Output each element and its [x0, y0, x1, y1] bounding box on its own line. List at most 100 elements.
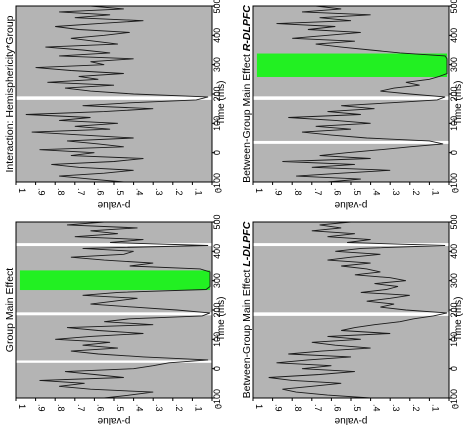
p-tick-label: 1	[254, 404, 264, 409]
p-tick-label: .9	[37, 188, 47, 196]
p-tick-label: .1	[193, 404, 203, 412]
p-tick-label: .9	[37, 404, 47, 412]
p-tick-label: .2	[174, 404, 184, 412]
time-tick-label: -100	[449, 173, 459, 191]
panel-title-text: Between-Group Main Effect	[241, 51, 253, 183]
time-tick-label: 500	[449, 214, 459, 229]
p-tick-label: .7	[76, 188, 86, 196]
p-tick-label: .8	[293, 404, 303, 412]
p-tick-label: 0	[450, 188, 460, 193]
time-tick-label: 0	[449, 150, 459, 155]
panel-title: Between-Group Main Effect L-DLPFC	[241, 221, 253, 398]
panel-title: Between-Group Main Effect R-DLPFC	[241, 5, 253, 183]
time-tick-label: 300	[449, 273, 459, 288]
plot-area	[16, 222, 212, 398]
panel-title-region: L-DLPFC	[241, 221, 253, 266]
panel-between-group-r-dlpfc: 1.9.8.7.6.5.4.3.2.1 0p-value-100010020030…	[241, 0, 464, 210]
low-p-band	[253, 243, 449, 247]
p-tick-label: .3	[154, 404, 164, 412]
p-tick-label: .6	[332, 404, 342, 412]
significance-band	[256, 53, 448, 77]
p-tick-label: .5	[115, 188, 125, 196]
time-tick-label: 100	[212, 116, 222, 131]
time-tick-label: 200	[212, 302, 222, 317]
p-tick-label: .2	[411, 188, 421, 196]
time-tick-label: 300	[212, 273, 222, 288]
p-tick-label: 1	[17, 188, 27, 193]
low-p-band	[16, 243, 212, 247]
p-tick-label: 1	[17, 404, 27, 409]
significance-band	[19, 270, 211, 291]
p-axis-label: p-value	[334, 199, 367, 210]
p-tick-label: .1	[193, 188, 203, 196]
p-tick-label: .3	[391, 404, 401, 412]
p-tick-label: .5	[115, 404, 125, 412]
time-tick-label: 300	[449, 57, 459, 72]
p-tick-label: .6	[95, 188, 105, 196]
time-tick-label: 400	[449, 244, 459, 259]
p-tick-label: .7	[76, 404, 86, 412]
time-tick-label: -100	[212, 389, 222, 407]
p-tick-label: .8	[293, 188, 303, 196]
p-tick-label: .7	[313, 188, 323, 196]
plot-area	[253, 222, 449, 398]
panel-title: Interaction: Hemisphericity*Group	[4, 15, 16, 172]
time-axis-label: Time (ms)	[216, 80, 227, 125]
p-tick-label: .4	[372, 404, 382, 412]
time-tick-label: 400	[449, 28, 459, 43]
p-tick-label: .2	[174, 188, 184, 196]
p-tick-label: .3	[391, 188, 401, 196]
time-axis-label: Time (ms)	[453, 296, 464, 341]
p-tick-label: .7	[313, 404, 323, 412]
panel-title-text: Between-Group Main Effect	[241, 267, 253, 399]
time-tick-label: -100	[449, 389, 459, 407]
time-tick-label: 200	[449, 302, 459, 317]
time-tick-label: 100	[449, 116, 459, 131]
p-axis-label: p-value	[97, 415, 130, 425]
plot-area	[253, 6, 449, 182]
time-tick-label: 500	[212, 0, 222, 14]
time-tick-label: 0	[212, 366, 222, 371]
low-p-band	[16, 312, 212, 316]
p-tick-label: .8	[56, 404, 66, 412]
panel-title-region: R-DLPFC	[241, 5, 253, 51]
plot-area	[16, 6, 212, 182]
p-tick-label: .6	[95, 404, 105, 412]
p-tick-label: .8	[56, 188, 66, 196]
low-p-band	[253, 312, 449, 316]
p-tick-label: 0	[213, 188, 223, 193]
low-p-band	[16, 360, 212, 363]
time-tick-label: -100	[212, 173, 222, 191]
panel-interaction-hemisphericity-group: 1.9.8.7.6.5.4.3.2.1 0p-value-100010020030…	[4, 0, 227, 210]
low-p-band	[16, 96, 212, 100]
p-axis-label: p-value	[97, 199, 130, 210]
panel-between-group-l-dlpfc: 1.9.8.7.6.5.4.3.2.1 0p-value-100010020030…	[241, 214, 464, 425]
time-tick-label: 0	[449, 366, 459, 371]
p-tick-label: .2	[411, 404, 421, 412]
time-tick-label: 200	[449, 86, 459, 101]
time-axis-label: Time (ms)	[216, 296, 227, 341]
time-tick-label: 100	[449, 332, 459, 347]
p-axis-label: p-value	[334, 415, 367, 425]
p-tick-label: 0	[450, 404, 460, 409]
p-tick-label: .5	[352, 404, 362, 412]
p-tick-label: .4	[372, 188, 382, 196]
time-tick-label: 0	[212, 150, 222, 155]
p-tick-label: 1	[254, 188, 264, 193]
time-axis-label: Time (ms)	[453, 80, 464, 125]
p-tick-label: .9	[274, 188, 284, 196]
p-tick-label: .5	[352, 188, 362, 196]
time-tick-label: 500	[212, 214, 222, 229]
low-p-band	[253, 140, 449, 144]
time-tick-label: 400	[212, 244, 222, 259]
panel-group-main-effect: 1.9.8.7.6.5.4.3.2.1 0p-value-100010020030…	[4, 214, 227, 425]
p-tick-label: .4	[135, 188, 145, 196]
p-tick-label: .3	[154, 188, 164, 196]
p-tick-label: .6	[332, 188, 342, 196]
time-tick-label: 500	[449, 0, 459, 14]
p-tick-label: 0	[213, 404, 223, 409]
p-value-line	[268, 221, 448, 399]
time-tick-label: 200	[212, 86, 222, 101]
p-tick-label: .1	[430, 404, 440, 412]
